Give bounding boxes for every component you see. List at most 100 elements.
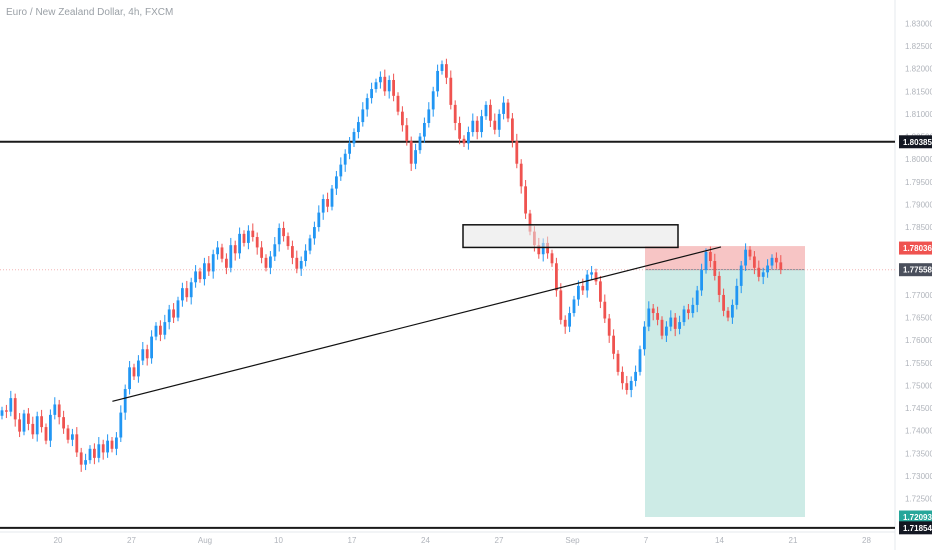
candle-body <box>621 371 624 384</box>
candle-body <box>115 437 118 449</box>
candle-body <box>387 79 391 92</box>
candle-body <box>225 258 228 268</box>
candle-body <box>282 227 285 237</box>
candle-body <box>603 301 607 319</box>
price-tick: 1.75000 <box>905 381 932 390</box>
candle-body <box>242 233 246 243</box>
candle-body <box>563 319 567 327</box>
candle-body <box>62 417 65 429</box>
price-badge-last <box>899 263 932 277</box>
time-tick: Aug <box>198 536 212 545</box>
price-tick: 1.81000 <box>905 110 932 119</box>
candle-body <box>673 317 677 329</box>
candle-body <box>176 300 180 318</box>
price-tick: 1.82000 <box>905 65 932 74</box>
candle-body <box>31 423 35 435</box>
price-tick: 1.72500 <box>905 495 932 504</box>
candle-body <box>405 125 409 142</box>
candle-body <box>484 104 488 117</box>
candle-body <box>550 253 554 264</box>
time-tick: 28 <box>862 536 871 545</box>
price-badge-text: 1.72093 <box>903 513 932 522</box>
candle-body <box>497 113 501 130</box>
candle-body <box>519 163 523 187</box>
candle-body <box>273 244 277 257</box>
candle-body <box>203 263 206 280</box>
candle-body <box>709 251 712 262</box>
candle-body <box>13 398 17 420</box>
candle-body <box>339 164 343 177</box>
price-badge-text: 1.77558 <box>903 266 932 275</box>
candle-body <box>365 98 369 110</box>
candle-body <box>66 428 70 440</box>
candle-body <box>766 265 769 273</box>
candle-body <box>753 256 756 268</box>
candle-body <box>471 120 475 133</box>
candle-body <box>427 109 431 123</box>
candle-body <box>568 313 571 327</box>
candle-body <box>374 82 378 90</box>
candle-body <box>335 176 338 189</box>
candle-body <box>770 257 774 266</box>
candle-body <box>418 136 422 151</box>
candle-body <box>321 199 325 213</box>
candle-body <box>599 281 602 302</box>
candle-body <box>541 242 545 255</box>
candle-body <box>467 132 470 144</box>
candle-body <box>572 299 576 314</box>
candle-body <box>22 413 26 432</box>
candle-body <box>277 227 281 245</box>
candle-body <box>687 309 690 314</box>
price-badge-level <box>899 135 932 149</box>
candle-body <box>616 353 620 372</box>
candle-body <box>726 310 730 318</box>
price-tick: 1.76500 <box>905 314 932 323</box>
resistance-zone[interactable] <box>462 224 679 249</box>
candle-body <box>5 410 8 412</box>
price-badge-entry <box>899 241 932 255</box>
price-tick: 1.80000 <box>905 155 932 164</box>
candle-body <box>524 186 527 214</box>
candle-body <box>308 238 312 251</box>
candle-body <box>198 271 202 280</box>
candle-body <box>106 440 109 453</box>
candle-body <box>185 288 189 298</box>
candle-body <box>638 349 642 372</box>
candle-body <box>739 265 743 286</box>
candle-body <box>326 199 329 207</box>
candle-body <box>238 233 241 254</box>
candle-body <box>779 262 783 270</box>
candle-body <box>713 261 717 276</box>
candle-body <box>559 290 563 320</box>
candle-body <box>123 389 127 413</box>
candle-body <box>462 138 466 144</box>
ascending-trendline[interactable] <box>112 246 722 402</box>
candle-body <box>370 89 373 99</box>
candle-body <box>75 434 79 453</box>
candle-body <box>392 79 395 96</box>
candle-body <box>678 322 681 329</box>
candle-body <box>423 122 426 137</box>
candle-body <box>137 360 140 377</box>
candle-body <box>431 91 435 110</box>
take-profit-zone[interactable] <box>645 269 805 518</box>
candle-body <box>682 309 686 323</box>
candle-body <box>88 448 92 461</box>
candle-body <box>35 416 39 435</box>
candle-body <box>44 427 48 441</box>
candle-body <box>251 230 255 238</box>
candle-body <box>409 141 413 164</box>
candle-body <box>49 414 52 441</box>
candle-body <box>57 404 61 418</box>
candle-body <box>537 245 541 255</box>
candle-body <box>313 227 316 239</box>
price-tick: 1.75500 <box>905 359 932 368</box>
stop-loss-zone[interactable] <box>645 246 805 270</box>
candle-body <box>110 440 114 449</box>
time-tick: Sep <box>565 536 580 545</box>
price-tick: 1.79000 <box>905 200 932 209</box>
candle-body <box>594 272 598 282</box>
candle-body <box>643 326 646 350</box>
